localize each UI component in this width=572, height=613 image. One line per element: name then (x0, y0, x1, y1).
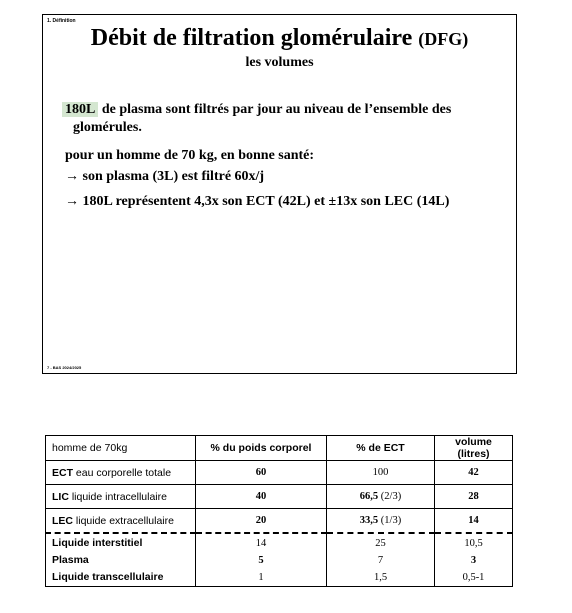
pct-ect-fraction: (1/3) (378, 515, 402, 526)
subrow-volume: 10,5 3 0,5-1 (434, 533, 513, 587)
row-abbr: ECT (52, 466, 73, 479)
table-row: ECT eau corporelle totale 60 100 42 (45, 460, 513, 485)
subrow-value: 0,5-1 (462, 571, 485, 583)
header-cell: volume (litres) (434, 435, 513, 461)
cell-pct-ect: 66,5 (2/3) (326, 484, 435, 509)
row-name: liquide intracellulaire (68, 490, 167, 503)
table-header-row: homme de 70kg % du poids corporel % de E… (45, 435, 513, 461)
paragraph-filtration: 180L de plasma sont filtrés par jour au … (62, 101, 493, 137)
header-cell: % du poids corporel (195, 435, 327, 461)
row-label: LIC liquide intracellulaire (45, 484, 196, 509)
header-cell: % de ECT (326, 435, 435, 461)
cell-volume: 42 (434, 460, 513, 485)
section-tag: 1. Définition (47, 18, 76, 24)
row-name: liquide extracellulaire (73, 514, 174, 527)
row-abbr: LEC (52, 514, 73, 527)
subrow-value: 14 (255, 537, 267, 549)
header-cell: homme de 70kg (45, 435, 196, 461)
subrow-label: Liquide transcellulaire (52, 570, 164, 583)
subrow-label: Liquide interstitiel (52, 536, 143, 549)
subrow-value: 1 (258, 571, 264, 583)
subrow-value: 25 (375, 537, 386, 549)
subrow-value: 5 (258, 554, 264, 566)
subrow-value: 10,5 (464, 537, 483, 549)
cell-pct-weight: 60 (195, 460, 327, 485)
slide-title: Débit de filtration glomérulaire (DFG) (43, 25, 516, 52)
table-row: LEC liquide extracellulaire 20 33,5 (1/3… (45, 508, 513, 534)
para1-rest: de plasma sont filtrés par jour au nivea… (98, 102, 452, 117)
cell-pct-ect: 33,5 (1/3) (326, 508, 435, 534)
subrow-value: 1,5 (373, 571, 388, 583)
subrow-value: 3 (470, 554, 477, 566)
cell-pct-weight: 20 (195, 508, 327, 534)
slide: 1. Définition Débit de filtration glomér… (42, 14, 517, 374)
row-label: LEC liquide extracellulaire (45, 508, 196, 534)
cell-volume: 28 (434, 484, 513, 509)
paragraph-conditions: pour un homme de 70 kg, en bonne santé: (65, 148, 315, 163)
subrow-value: 7 (377, 554, 384, 566)
pct-ect-value: 33,5 (359, 515, 379, 526)
subrow-pct-ect: 25 7 1,5 (326, 533, 435, 587)
para1-line2: glomérules. (73, 120, 142, 135)
paragraph-plasma: → son plasma (3L) est filtré 60x/j (65, 169, 265, 184)
table-subrows: Liquide interstitiel Plasma Liquide tran… (45, 533, 513, 587)
volumes-table: homme de 70kg % du poids corporel % de E… (45, 435, 513, 587)
slide-subtitle: les volumes (245, 55, 314, 70)
cell-pct-ect: 100 (326, 460, 435, 485)
row-abbr: LIC (52, 490, 69, 503)
paragraph-ratios: → 180L représentent 4,3x son ECT (42L) e… (65, 194, 450, 209)
highlight-180l: 180L (62, 102, 99, 117)
pct-ect-fraction: (2/3) (378, 491, 402, 502)
title-abbr: (DFG) (418, 29, 469, 49)
cell-pct-weight: 40 (195, 484, 327, 509)
pct-ect-value: 66,5 (359, 491, 379, 502)
subrow-labels: Liquide interstitiel Plasma Liquide tran… (45, 533, 196, 587)
cell-volume: 14 (434, 508, 513, 534)
subrow-label: Plasma (52, 553, 89, 566)
title-main: Débit de filtration glomérulaire (90, 25, 413, 51)
row-name: eau corporelle totale (73, 466, 172, 479)
pct-ect-value: 100 (372, 467, 389, 478)
row-label: ECT eau corporelle totale (45, 460, 196, 485)
table-row: LIC liquide intracellulaire 40 66,5 (2/3… (45, 484, 513, 509)
subrow-pct-weight: 14 5 1 (195, 533, 327, 587)
footer-tag: 7 - BAS 2024/2025 (47, 365, 82, 370)
